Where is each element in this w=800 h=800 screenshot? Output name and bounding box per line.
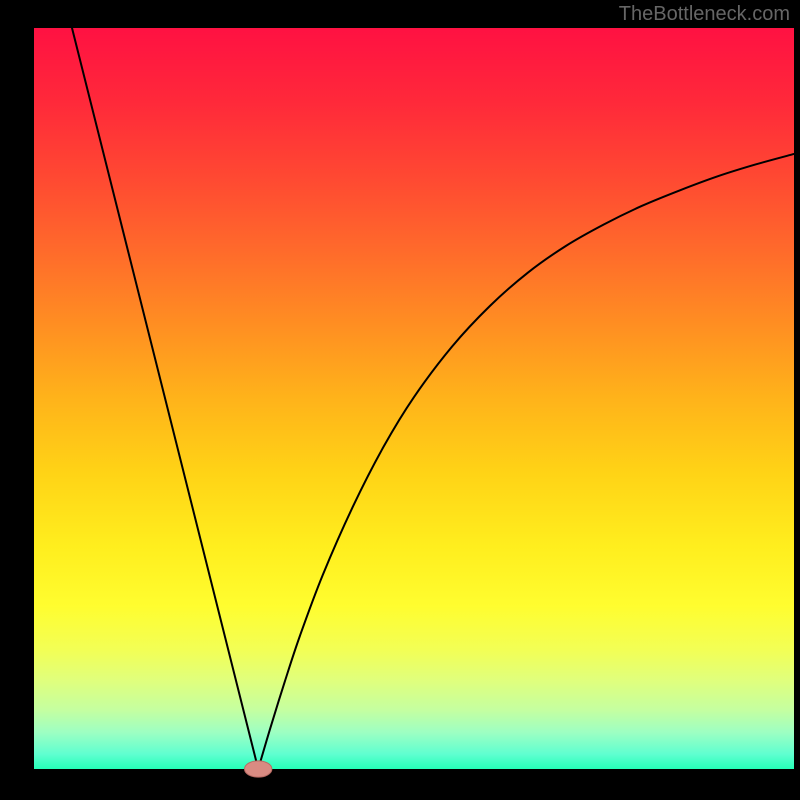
chart-container: TheBottleneck.com [0,0,800,800]
minimum-marker [245,761,272,777]
chart-svg [0,0,800,800]
watermark-text: TheBottleneck.com [619,3,790,26]
